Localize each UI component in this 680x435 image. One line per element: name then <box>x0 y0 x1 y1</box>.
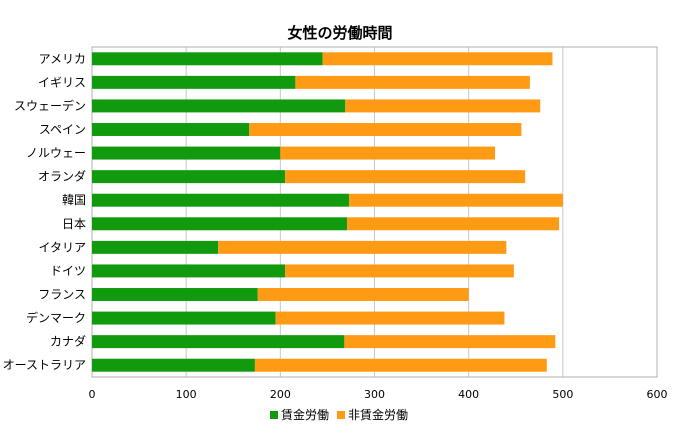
x-tick-label: 100 <box>176 388 197 401</box>
category-label: イギリス <box>38 75 86 89</box>
category-label: デンマーク <box>26 310 86 325</box>
bar-segment-wage <box>92 123 250 136</box>
bar-segment-wage <box>92 264 286 278</box>
bar-segment-wage <box>92 311 276 325</box>
category-label: スウェーデン <box>14 98 86 113</box>
category-label: 韓国 <box>62 193 86 207</box>
x-tick-label: 0 <box>89 388 96 401</box>
category-label: ドイツ <box>50 264 86 278</box>
x-tick-label: 500 <box>552 388 573 401</box>
category-label: イタリア <box>38 240 86 254</box>
legend-label-unpaid: 非賃金労働 <box>348 407 408 422</box>
legend-label-wage: 賃金労働 <box>281 407 329 422</box>
category-label: ノルウェー <box>26 146 86 160</box>
bar-segment-unpaid <box>349 193 563 207</box>
bar-segment-unpaid <box>344 335 556 349</box>
bar-segment-wage <box>92 75 296 89</box>
legend-swatch-unpaid <box>337 411 345 419</box>
bars <box>92 52 563 372</box>
category-label: スペイン <box>39 123 86 137</box>
bar-segment-unpaid <box>285 170 526 184</box>
category-label: オーストラリア <box>3 358 86 372</box>
bar-segment-unpaid <box>254 358 547 372</box>
bar-segment-unpaid <box>347 217 560 231</box>
bar-segment-unpaid <box>322 52 553 66</box>
bar-segment-wage <box>92 240 219 254</box>
bar-segment-wage <box>92 146 281 160</box>
x-tick-label: 600 <box>647 388 668 401</box>
bar-segment-unpaid <box>285 264 514 278</box>
category-label: オランダ <box>38 169 86 184</box>
legend: 賃金労働 非賃金労働 <box>270 407 408 422</box>
bar-segment-unpaid <box>280 146 496 160</box>
x-tick-label: 400 <box>458 388 479 401</box>
legend-swatch-wage <box>270 411 278 419</box>
x-tick-label: 200 <box>270 388 291 401</box>
category-label: アメリカ <box>39 52 86 66</box>
category-labels: アメリカイギリススウェーデンスペインノルウェーオランダ韓国日本イタリアドイツフラ… <box>3 52 86 372</box>
bar-segment-wage <box>92 99 346 113</box>
bar-segment-wage <box>92 358 255 372</box>
category-label: 日本 <box>62 217 86 231</box>
category-label: フランス <box>38 288 86 302</box>
chart-title: 女性の労働時間 <box>287 24 392 42</box>
bar-segment-wage <box>92 288 258 301</box>
x-tick-labels: 0 100 200 300 400 500 600 <box>89 388 668 401</box>
bar-segment-unpaid <box>249 123 522 136</box>
bar-segment-unpaid <box>345 99 541 113</box>
bar-segment-unpaid <box>295 75 530 89</box>
bar-segment-unpaid <box>257 288 469 301</box>
plot-frame <box>91 46 658 378</box>
bar-segment-wage <box>92 335 345 349</box>
bar-segment-unpaid <box>218 240 507 254</box>
category-label: カナダ <box>50 334 86 349</box>
x-tick-label: 300 <box>364 388 385 401</box>
bar-segment-wage <box>92 170 286 184</box>
bar-segment-unpaid <box>275 311 505 325</box>
gridlines <box>91 47 658 377</box>
bar-segment-wage <box>92 52 323 66</box>
bar-segment-wage <box>92 193 350 207</box>
bar-segment-wage <box>92 217 348 231</box>
